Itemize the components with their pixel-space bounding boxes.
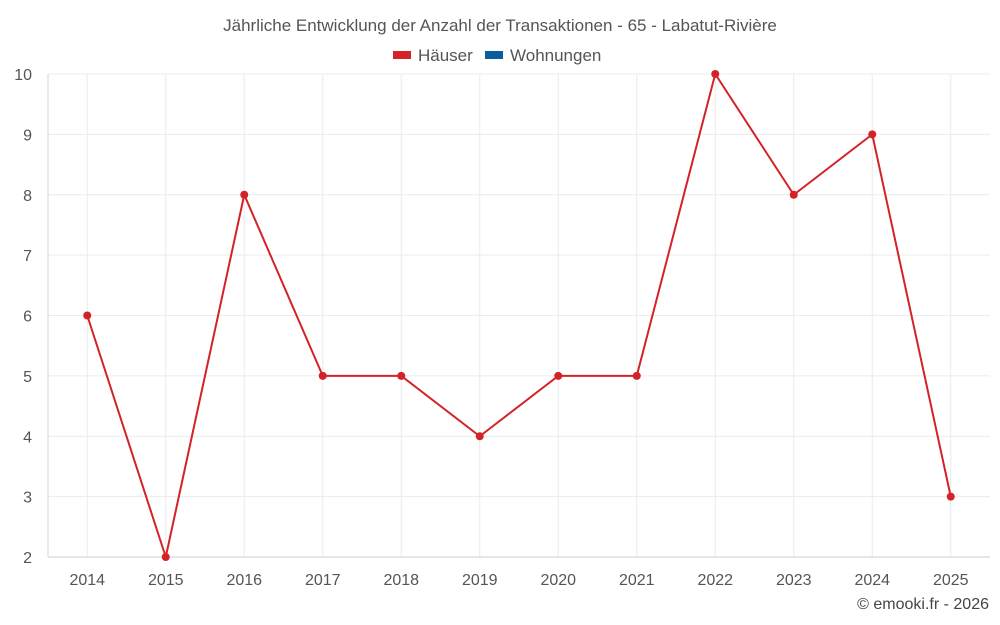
series-line-0 [86,73,952,558]
legend-label-wohnungen[interactable]: Wohnungen [510,46,601,65]
x-tick-label: 2021 [619,572,655,589]
data-point-2025[interactable] [946,492,955,501]
legend-swatch-haeuser [393,51,411,59]
x-tick-label: 2016 [226,572,262,589]
data-point-2018[interactable] [397,371,406,380]
credit-text: © emooki.fr - 2026 [857,596,989,613]
data-point-2019[interactable] [475,432,484,441]
x-tick-label: 2025 [933,572,969,589]
data-point-2024[interactable] [868,130,877,139]
x-tick-label: 2022 [697,572,733,589]
y-tick-label: 10 [14,67,32,84]
y-axis-labels: 2 3 4 5 6 7 8 9 10 [14,67,32,567]
data-point-2021[interactable] [632,371,641,380]
x-tick-label: 2020 [540,572,576,589]
chart-title: Jährliche Entwicklung der Anzahl der Tra… [223,16,777,35]
y-tick-label: 8 [23,188,32,205]
y-tick-label: 7 [23,248,32,265]
x-tick-label: 2018 [383,572,419,589]
data-point-2017[interactable] [318,371,327,380]
data-point-2023[interactable] [789,190,798,199]
axes [47,74,990,558]
data-point-2014[interactable] [83,311,92,320]
data-points [83,70,955,561]
y-tick-label: 6 [23,309,32,326]
legend: Häuser Wohnungen [393,46,601,65]
x-tick-label: 2015 [148,572,184,589]
y-tick-label: 2 [23,550,32,567]
legend-swatch-wohnungen [485,51,503,59]
x-tick-label: 2017 [305,572,341,589]
x-tick-label: 2019 [462,572,498,589]
x-tick-label: 2014 [69,572,105,589]
x-tick-label: 2023 [776,572,812,589]
y-tick-label: 5 [23,369,32,386]
x-axis-labels: 2014 2015 2016 2017 2018 2019 2020 2021 2022 2023… [69,572,968,589]
data-point-2015[interactable] [161,553,170,561]
y-tick-label: 4 [23,429,32,446]
grid [48,73,990,557]
y-tick-label: 9 [23,127,32,144]
data-point-2016[interactable] [240,190,249,199]
legend-label-haeuser[interactable]: Häuser [418,46,473,65]
data-point-2022[interactable] [711,70,720,78]
x-tick-label: 2024 [854,572,890,589]
y-tick-label: 3 [23,490,32,507]
data-point-2020[interactable] [554,371,563,380]
series-lines [86,73,952,558]
